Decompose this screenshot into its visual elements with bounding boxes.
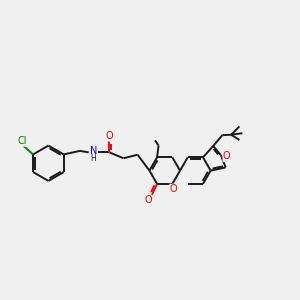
Text: Cl: Cl bbox=[17, 136, 27, 146]
Text: O: O bbox=[170, 184, 177, 194]
Text: O: O bbox=[106, 131, 113, 141]
Text: N: N bbox=[90, 146, 97, 157]
Text: O: O bbox=[223, 152, 231, 161]
Text: O: O bbox=[144, 195, 152, 205]
Text: H: H bbox=[91, 154, 96, 163]
